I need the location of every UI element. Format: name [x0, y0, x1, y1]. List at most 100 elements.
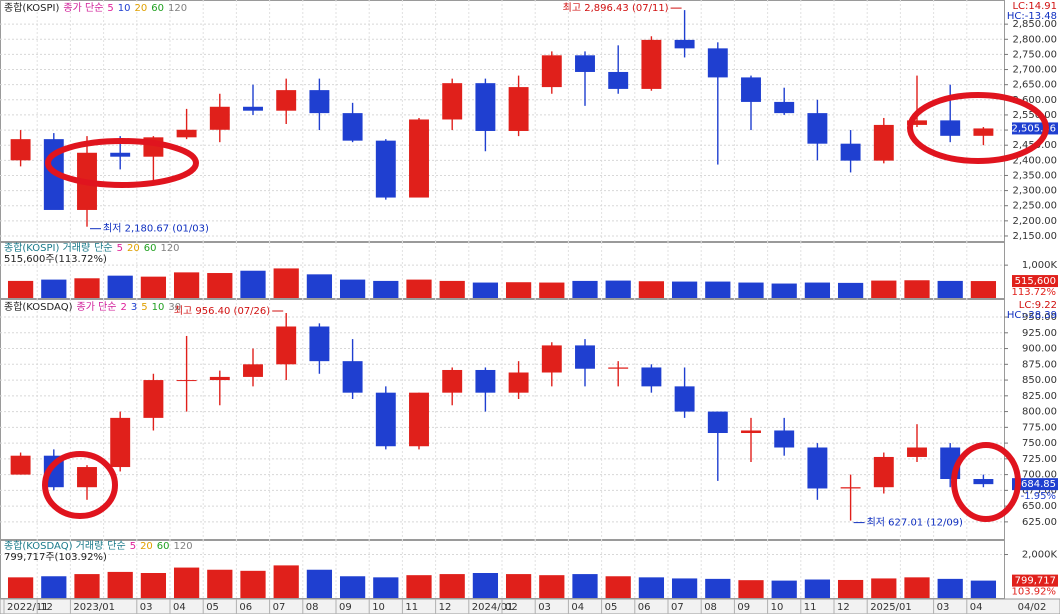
x-tick-label: 2023/01 — [73, 602, 115, 613]
candle-body — [442, 83, 463, 120]
panel-title: 종합(KOSPI) — [4, 2, 60, 14]
candle-body — [741, 430, 761, 434]
volume-bar — [140, 276, 167, 298]
candle-body — [973, 479, 994, 485]
volume-bar — [738, 580, 764, 598]
candle-body — [774, 430, 795, 448]
y-tick-label: 925.00 — [1022, 328, 1057, 339]
volume-bar — [539, 575, 565, 598]
volume-bar — [539, 282, 565, 298]
candle-body — [276, 90, 297, 111]
volume-bar — [572, 280, 598, 298]
volume-bar — [572, 574, 598, 598]
volume-bar — [904, 577, 930, 598]
panel-title: 종합(KOSPI) 거래량 — [4, 242, 90, 254]
candle-body — [243, 364, 263, 377]
y-tick-label: 2,850.00 — [1012, 19, 1057, 30]
candle-body — [243, 106, 263, 111]
last-volume-label: 515,600 — [1015, 276, 1056, 287]
highlight-circle — [42, 451, 118, 519]
last-volume-box — [1012, 574, 1058, 587]
y-tick-label: 2,600.00 — [1012, 95, 1057, 106]
panel-title: 종합(KOSDAQ) — [4, 301, 73, 313]
x-tick-label: 2024/01 — [472, 602, 514, 613]
panel-header: 종합(KOSPI) 종가 단순 5 10 20 60 120 — [4, 2, 187, 14]
x-tick-label: 03 — [538, 602, 551, 613]
volume-bar — [638, 577, 665, 598]
panel-title: 종합(KOSDAQ) 거래량 — [4, 540, 103, 552]
candle-body — [375, 392, 396, 447]
volume-bar — [107, 275, 133, 298]
volume-bar — [970, 580, 997, 598]
last-change-label: -1.95% — [1021, 491, 1056, 502]
x-tick-label: 05 — [206, 602, 219, 613]
y-tick-label: 650.00 — [1022, 501, 1057, 512]
volume-bar — [406, 575, 432, 598]
x-tick-label: 2022/11 — [7, 602, 49, 613]
y-tick-label: 825.00 — [1022, 391, 1057, 402]
volume-bar — [771, 580, 797, 598]
volume-bar — [605, 280, 631, 298]
ma-legend: 120 — [168, 3, 187, 14]
y-tick-label: 2,700.00 — [1012, 65, 1057, 76]
x-tick-label: 2025/01 — [870, 602, 912, 613]
y-tick-label: 2,400.00 — [1012, 155, 1057, 166]
candle-body — [940, 120, 961, 136]
candle-body — [342, 113, 363, 141]
highlight-circle — [951, 442, 1021, 522]
x-tick-label: 08 — [704, 602, 717, 613]
volume-bar — [207, 569, 233, 598]
y-tick-label: 2,650.00 — [1012, 80, 1057, 91]
volume-bar — [41, 576, 67, 598]
candle-body — [641, 367, 662, 387]
candle-body — [176, 380, 197, 382]
volume-bar — [240, 270, 266, 298]
candle-body — [143, 380, 164, 418]
hc-label: HC:-13.48 — [1007, 11, 1057, 22]
candle-body — [375, 140, 396, 198]
candle-body — [575, 345, 595, 369]
x-tick-label: 07 — [273, 602, 286, 613]
panel-header: 종합(KOSDAQ) 종가 단순 2 3 5 10 30 — [4, 301, 181, 313]
x-tick-label: 04 — [571, 602, 584, 613]
volume-bar — [339, 279, 366, 298]
ma-legend: 60 — [157, 541, 170, 552]
y-tick-label: 875.00 — [1022, 359, 1057, 370]
candle-body — [973, 128, 994, 136]
candle-body — [10, 139, 31, 161]
panel-header: 종합(KOSDAQ) 거래량 단순 5 20 60 120 — [4, 540, 193, 552]
volume-bar — [638, 281, 665, 298]
volume-bar — [74, 278, 100, 298]
y-tick-label: 850.00 — [1022, 375, 1057, 386]
volume-bar — [273, 565, 299, 598]
volume-bar — [970, 281, 997, 298]
volume-bar — [505, 574, 532, 598]
x-tick-label: 06 — [239, 602, 252, 613]
ma-legend: 10 — [118, 3, 131, 14]
volume-status: 515,600주(113.72%) — [4, 254, 107, 265]
highlight-circle — [907, 92, 1049, 164]
high-annotation: 최고 956.40 (07/26) — [174, 305, 270, 317]
x-tick-label: 09 — [737, 602, 750, 613]
ma-legend: 20 — [140, 541, 153, 552]
ma-legend: 5 — [107, 3, 113, 14]
last-volume-label: 799,717 — [1015, 576, 1056, 587]
ma-legend: 60 — [144, 243, 157, 254]
x-tick-label: 10 — [372, 602, 385, 613]
volume-bar — [306, 569, 333, 598]
last-ratio-label: 103.92% — [1012, 587, 1057, 598]
volume-bar — [871, 280, 897, 298]
candle-body — [707, 48, 728, 78]
lc-label: LC:14.91 — [1012, 1, 1057, 12]
last-price-box — [1012, 478, 1058, 491]
volume-bar — [871, 578, 897, 598]
volume-bar — [439, 574, 465, 598]
low-annotation: 최저 627.01 (12/09) — [867, 517, 963, 529]
candle-body — [309, 90, 330, 114]
candle-body — [508, 372, 529, 393]
ma-legend: 20 — [127, 243, 140, 254]
candle-body — [907, 447, 927, 457]
x-tick-label: 02 — [505, 602, 518, 613]
